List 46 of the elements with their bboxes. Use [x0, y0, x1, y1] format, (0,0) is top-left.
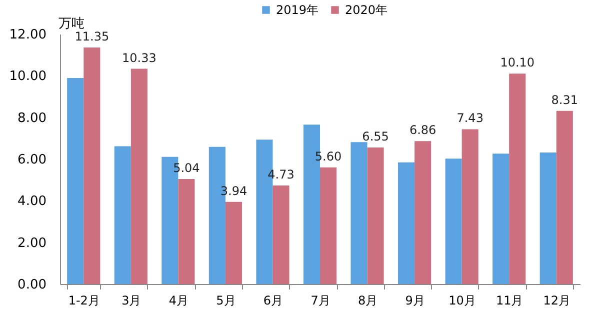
bar — [178, 179, 195, 284]
bar — [320, 167, 337, 284]
x-tick-label: 4月 — [168, 294, 188, 308]
x-tick-label: 1-2月 — [68, 294, 100, 308]
x-tick-label: 3月 — [122, 294, 142, 308]
x-tick-label: 9月 — [405, 294, 425, 308]
x-tick-label: 7月 — [310, 294, 330, 308]
bar — [462, 129, 478, 284]
y-tick-label: 4.00 — [18, 194, 46, 210]
data-label: 6.55 — [362, 130, 389, 144]
legend-label: 2019年 — [276, 3, 319, 17]
bar — [540, 152, 556, 284]
data-label: 11.35 — [74, 30, 110, 44]
data-label: 10.33 — [122, 50, 156, 65]
bar — [84, 48, 100, 284]
data-label: 7.43 — [456, 111, 484, 126]
x-tick-label: 11月 — [496, 294, 524, 308]
y-tick-label: 10.00 — [9, 69, 46, 84]
y-tick-label: 0.00 — [18, 278, 46, 292]
bar — [367, 148, 384, 284]
data-label: 10.10 — [500, 56, 535, 70]
bar — [445, 158, 462, 284]
bar — [272, 185, 290, 284]
bar — [509, 74, 526, 284]
bar — [556, 110, 573, 284]
y-tick-label: 8.00 — [18, 110, 46, 126]
bar — [398, 162, 415, 284]
data-label: 6.86 — [409, 123, 436, 138]
x-tick-label: 8月 — [358, 294, 378, 308]
x-tick-label: 12月 — [543, 294, 571, 308]
bar — [225, 202, 242, 284]
bar — [492, 154, 510, 284]
bar — [67, 78, 84, 284]
x-tick-label: 10月 — [448, 294, 476, 308]
bar — [414, 141, 432, 284]
bar — [130, 68, 148, 284]
bar — [350, 142, 368, 284]
bar — [114, 146, 131, 284]
y-tick-label: 2.00 — [18, 236, 46, 251]
y-tick-label: 6.00 — [18, 152, 46, 168]
data-label: 8.31 — [551, 92, 578, 107]
x-tick-label: 5月 — [216, 294, 236, 308]
x-tick-label: 6月 — [263, 294, 284, 308]
y-axis-title: 万吨 — [58, 16, 84, 32]
legend-label: 2020年 — [345, 3, 388, 17]
y-tick-label: 12.00 — [9, 28, 46, 42]
